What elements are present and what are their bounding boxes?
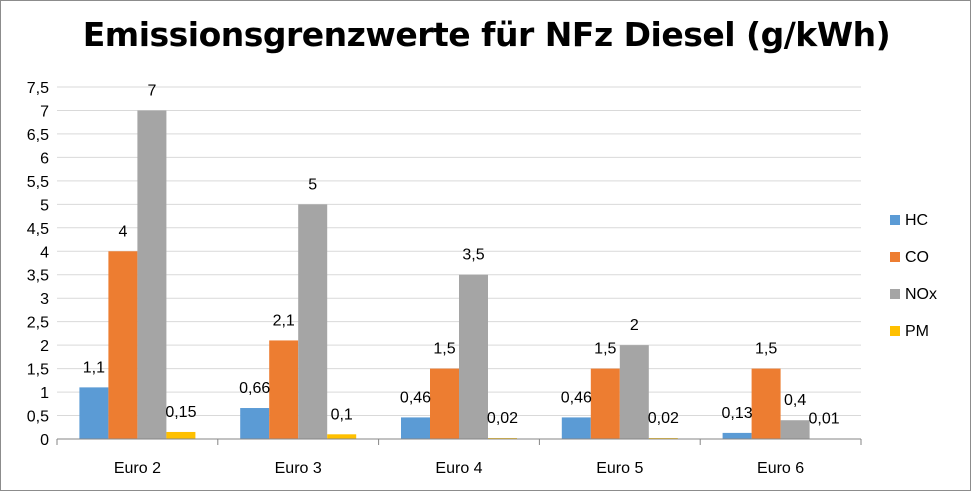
bar-hc [79, 387, 109, 439]
y-tick-label: 7 [40, 103, 49, 120]
data-label: 0,46 [561, 389, 592, 406]
y-tick-label: 4,5 [27, 221, 49, 238]
bar-hc [240, 408, 270, 439]
bar-pm [166, 431, 196, 439]
y-tick-label: 4 [40, 244, 49, 261]
bar-co [751, 368, 781, 439]
data-label: 1,1 [83, 359, 105, 376]
data-label: 4 [118, 223, 127, 240]
y-tick-label: 0,5 [27, 409, 49, 426]
bar-hc [401, 417, 430, 439]
x-tick-label: Euro 3 [275, 460, 322, 477]
data-labels: 1,1 4 7 0,15 0,66 2,1 5 0,1 0,46 1,5 3,5 0,02 0,46 1,… [83, 82, 840, 427]
x-tick-label: Euro 6 [757, 460, 804, 477]
y-tick-label: 6,5 [27, 127, 49, 144]
bar-nox [137, 110, 167, 439]
data-label: 0,15 [165, 404, 196, 421]
legend-swatch-co [890, 252, 900, 262]
data-label: 2 [630, 317, 639, 334]
bar-co [108, 251, 138, 439]
bars [79, 110, 839, 440]
bar-pm [327, 434, 357, 439]
data-label: 0,02 [648, 410, 679, 427]
data-label: 0,1 [331, 406, 353, 423]
legend-entry: NOx [905, 286, 937, 303]
bar-nox [619, 345, 649, 439]
chart-title: Emissionsgrenzwerte für NFz Diesel (g/kW… [82, 15, 891, 54]
bar-co [269, 340, 299, 439]
data-label: 1,5 [594, 341, 616, 358]
data-label: 0,01 [809, 411, 840, 428]
y-tick-label: 3,5 [27, 268, 49, 285]
bar-hc [561, 417, 591, 439]
y-tick-label: 6 [40, 150, 49, 167]
x-tick-label: Euro 2 [114, 460, 161, 477]
data-label: 7 [147, 82, 156, 99]
y-tick-label: 5,5 [27, 174, 49, 191]
legend: HC CO NOx PM [890, 212, 937, 340]
data-label: 0,66 [239, 380, 270, 397]
bar-nox [780, 420, 810, 439]
data-label: 3,5 [462, 247, 484, 264]
bar-co [430, 368, 459, 439]
y-tick-label: 2 [40, 338, 49, 355]
gridlines [57, 86, 861, 417]
x-axis: Euro 2 Euro 3 Euro 4 Euro 5 Euro 6 [56, 438, 862, 477]
legend-swatch-pm [890, 326, 900, 336]
y-tick-label: 0 [40, 432, 49, 449]
y-tick-label: 3 [40, 291, 49, 308]
bar-nox [459, 274, 488, 439]
data-label: 0,13 [722, 405, 753, 422]
legend-entry: PM [905, 323, 929, 340]
bar-co [590, 368, 620, 439]
data-label: 5 [308, 176, 317, 193]
legend-swatch-nox [890, 289, 900, 299]
y-axis: 0 0,5 1 1,5 2 2,5 3 3,5 4 4,5 5 5,5 6 6,5 7 7,5 [27, 80, 49, 449]
data-label: 2,1 [273, 312, 295, 329]
data-label: 0,02 [487, 410, 518, 427]
y-tick-label: 2,5 [27, 315, 49, 332]
y-tick-label: 7,5 [27, 80, 49, 97]
bar-nox [298, 204, 328, 439]
y-tick-label: 1,5 [27, 362, 49, 379]
bar-hc [722, 432, 752, 439]
legend-entry: CO [905, 249, 929, 266]
x-tick-label: Euro 4 [435, 460, 482, 477]
legend-entry: HC [905, 212, 928, 229]
data-label: 1,5 [755, 341, 777, 358]
data-label: 0,4 [784, 392, 806, 409]
y-tick-label: 5 [40, 197, 49, 214]
y-tick-label: 1 [40, 385, 49, 402]
legend-swatch-hc [890, 215, 900, 225]
x-tick-label: Euro 5 [596, 460, 643, 477]
data-label: 1,5 [433, 341, 455, 358]
data-label: 0,46 [400, 389, 431, 406]
